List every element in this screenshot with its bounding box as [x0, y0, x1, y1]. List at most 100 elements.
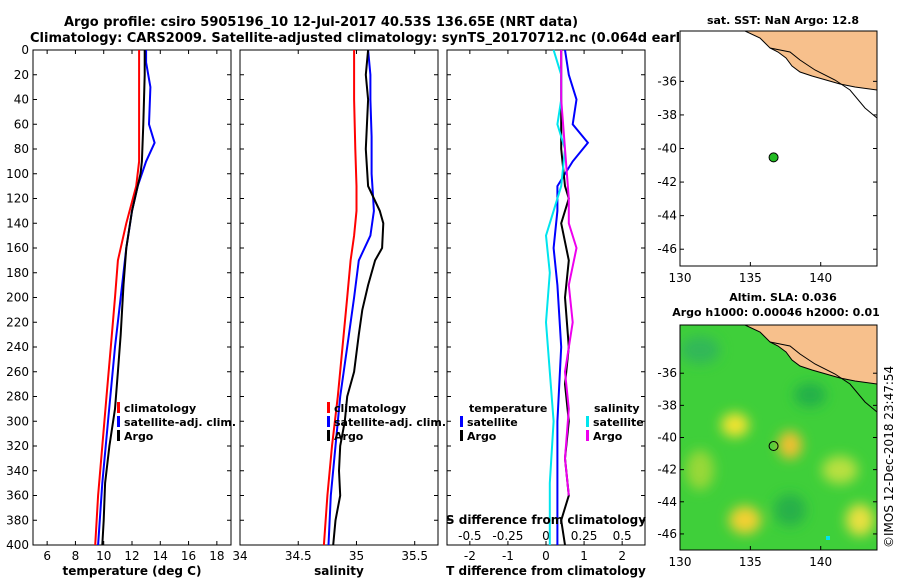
x-tick-label: -1: [502, 549, 514, 563]
shelf-contour: [769, 341, 877, 413]
sla-cyan-pixel: [826, 536, 830, 540]
depth-tick-label: 200: [6, 291, 29, 305]
lat-tick-label: -38: [657, 108, 677, 122]
legend-climatology: climatology: [124, 402, 196, 415]
temperature-axis: 6 8 10 12 14 16 18: [33, 49, 231, 563]
argo-float-marker: [768, 152, 779, 163]
depth-tick-label: 240: [6, 340, 29, 354]
legend-swatch-argo: [117, 430, 120, 441]
lon-tick-label: 130: [669, 271, 692, 285]
title-line-1: Argo profile: csiro 5905196_10 12-Jul-20…: [64, 15, 578, 30]
legend-swatch-climatology: [117, 402, 120, 413]
salinity-series: [322, 49, 385, 546]
s-difference-axis: -0.5 -0.25 0 0.25 0.5: [458, 529, 632, 543]
depth-tick-label: 140: [6, 216, 29, 230]
s-difference-label: S difference from climatology: [446, 513, 646, 527]
legend-argo: Argo: [124, 430, 154, 443]
s-tick-label: -0.25: [492, 529, 523, 543]
x-tick-label: 10: [96, 549, 111, 563]
lat-tick-label: -42: [657, 175, 677, 189]
depth-tick-label: 0: [21, 43, 29, 57]
sst-map-title: sat. SST: NaN Argo: 12.8: [707, 14, 859, 27]
sst-map-land: [744, 31, 877, 119]
series-argo: [101, 50, 146, 546]
legend-swatch-satellite: [327, 416, 330, 427]
series-climatology: [322, 50, 358, 546]
depth-tick-label: 340: [6, 464, 29, 478]
shelf-contour: [769, 47, 877, 119]
depth-tick-label: 40: [14, 93, 29, 107]
legend-satellite: satellite-adj. clim.: [124, 416, 236, 429]
salinity-panel: 34 34.5 35 35.5 salinity climatology satell…: [232, 49, 446, 578]
lat-tick-label: -44: [657, 209, 677, 223]
x-tick-label: 0: [542, 549, 550, 563]
temperature-series: [94, 50, 156, 546]
legend-s-argo: Argo: [593, 430, 623, 443]
sla-low: [794, 383, 826, 407]
depth-tick-label: 20: [14, 68, 29, 82]
depth-tick-label: 280: [6, 390, 29, 404]
difference-legend-salinity: salinity satellite Argo: [586, 402, 644, 443]
imos-watermark: ©IMOS 12-Dec-2018 23:47:54: [882, 366, 896, 548]
x-tick-label: 35: [349, 549, 364, 563]
s-tick-label: -0.5: [458, 529, 481, 543]
sla-latitude-axis: -36 -38 -40 -42 -44 -46: [657, 366, 877, 541]
sla-high: [721, 413, 749, 437]
legend-swatch-argo: [327, 430, 330, 441]
depth-tick-label: 120: [6, 192, 29, 206]
x-tick-label: 8: [72, 549, 80, 563]
sst-longitude-axis: 130 135 140: [669, 262, 832, 285]
temperature-axes-frame: [32, 49, 232, 546]
x-tick-label: 16: [181, 549, 196, 563]
s-tick-label: 0.25: [571, 529, 598, 543]
legend-salinity-title: salinity: [594, 402, 640, 415]
x-tick-label: 1: [580, 549, 588, 563]
legend-swatch-s-argo: [586, 430, 589, 441]
sla-map-title-2: Argo h1000: 0.00046 h2000: 0.01: [672, 306, 880, 319]
sla-high: [846, 504, 874, 536]
temperature-panel: 0 20 40 60 80 100 120 140 160 180 200 220 240 260 280 3…: [6, 43, 236, 578]
depth-tick-label: 180: [6, 266, 29, 280]
depth-axis: 0 20 40 60 80 100 120 140 160 180 200 220 240 260 280 3…: [6, 43, 29, 552]
lat-tick-label: -36: [657, 74, 677, 88]
lon-tick-label: 135: [739, 271, 762, 285]
lat-tick-label: -42: [657, 463, 677, 477]
s-tick-label: 0.5: [613, 529, 632, 543]
difference-series: [544, 49, 590, 546]
x-tick-label: 18: [209, 549, 224, 563]
sla-map-panel: Altim. SLA: 0.036 Argo h1000: 0.00046 h2…: [657, 291, 879, 569]
x-tick-label: 34: [232, 549, 247, 563]
sla-heatmap: [680, 325, 877, 550]
sla-high: [729, 506, 761, 534]
lat-tick-label: -46: [657, 527, 677, 541]
sla-high: [822, 456, 858, 484]
series-climatology: [94, 50, 141, 546]
depth-tick-label: 80: [14, 142, 29, 156]
lat-tick-label: -40: [657, 431, 677, 445]
salinity-legend: climatology satellite-adj. clim. Argo: [327, 402, 446, 443]
difference-panel: -2 -1 0 1 2 -0.5 -0.25 0 0.25 0.5 T difference f…: [446, 49, 646, 578]
x-tick-label: 12: [124, 549, 139, 563]
salinity-xlabel: salinity: [314, 564, 364, 578]
lon-tick-label: 135: [739, 555, 762, 569]
s-tick-label: 0: [542, 529, 550, 543]
sla-anomalies: [680, 336, 874, 536]
lat-tick-label: -38: [657, 398, 677, 412]
t-difference-axis: -2 -1 0 1 2: [447, 49, 645, 563]
argo-float-marker: [768, 441, 779, 452]
depth-tick-label: 300: [6, 414, 29, 428]
sla-high: [778, 431, 802, 459]
depth-tick-label: 60: [14, 117, 29, 131]
depth-tick-label: 320: [6, 439, 29, 453]
x-tick-label: -2: [464, 549, 476, 563]
series-argo: [332, 49, 385, 546]
x-tick-label: 34.5: [285, 549, 312, 563]
x-tick-label: 2: [618, 549, 626, 563]
series-s-argo: [560, 50, 578, 496]
temperature-legend: climatology satellite-adj. clim. Argo: [117, 402, 236, 443]
sla-longitude-axis: 130 135 140: [669, 546, 832, 569]
lat-tick-label: -46: [657, 242, 677, 256]
legend-t-argo: Argo: [467, 430, 497, 443]
x-tick-label: 14: [153, 549, 168, 563]
